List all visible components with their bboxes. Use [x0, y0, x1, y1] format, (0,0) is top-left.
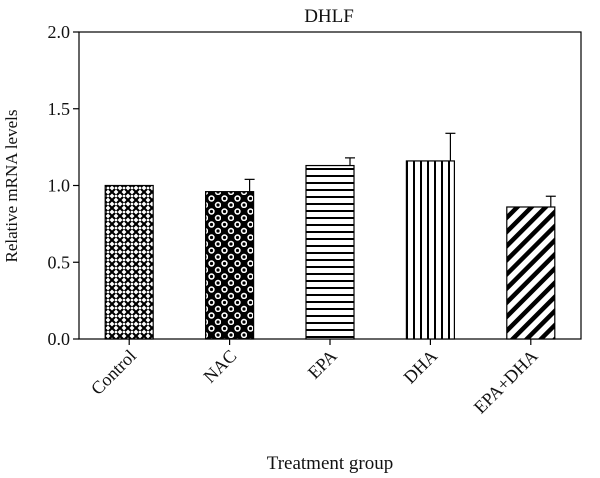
bar-epa-dha — [506, 206, 556, 340]
bar-dha — [405, 160, 455, 340]
x-axis: Control NAC EPA DHA EPA+DHA — [87, 339, 542, 417]
y-tick-label: 0.0 — [48, 329, 71, 349]
x-tick-label: EPA+DHA — [470, 346, 542, 418]
bar-epa — [305, 164, 355, 340]
y-tick-label: 1.5 — [48, 99, 71, 119]
bar-nac — [205, 191, 255, 340]
bars — [104, 132, 556, 340]
x-tick-label: NAC — [199, 346, 240, 387]
x-tick-label: EPA — [304, 346, 341, 383]
y-tick-label: 2.0 — [48, 22, 71, 42]
x-tick-label: Control — [87, 346, 140, 399]
x-axis-title: Treatment group — [267, 453, 393, 474]
y-tick-label: 0.5 — [48, 252, 71, 272]
bar-control — [104, 184, 154, 340]
chart-title: DHLF — [304, 6, 354, 27]
y-tick-label: 1.0 — [48, 176, 71, 196]
y-axis: 0.0 0.5 1.0 1.5 2.0 — [48, 22, 79, 349]
x-tick-label: DHA — [400, 346, 442, 388]
y-axis-title: Relative mRNA levels — [2, 110, 21, 263]
